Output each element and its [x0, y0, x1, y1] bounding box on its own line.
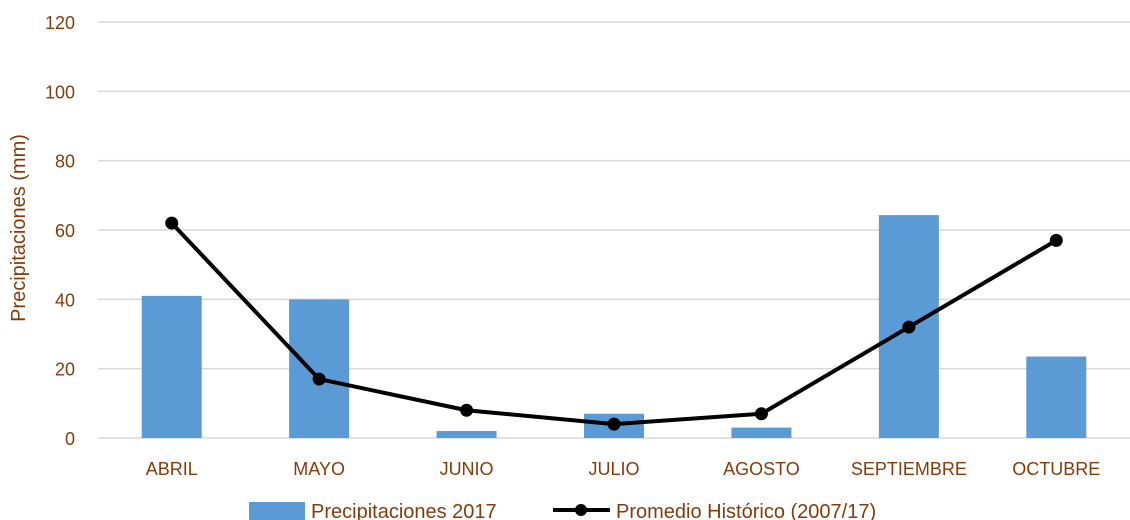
bar-agosto	[731, 427, 792, 438]
line-point-septiembre	[902, 320, 916, 334]
line-point-julio	[607, 417, 621, 431]
legend-swatch-precipitaciones-2017	[249, 502, 305, 520]
x-tick-label: JUNIO	[440, 459, 494, 479]
y-axis-tick-labels: 0 20 40 60 80 100 120	[45, 13, 75, 449]
x-tick-label: SEPTIEMBRE	[851, 459, 967, 479]
gridlines	[98, 21, 1130, 439]
line-series-promedio-historico	[165, 216, 1063, 431]
bar-series-precipitaciones-2017	[141, 215, 1087, 438]
bar-octubre	[1026, 356, 1087, 438]
y-tick-label: 80	[55, 152, 75, 172]
line-point-junio	[460, 403, 474, 417]
x-tick-label: JULIO	[588, 459, 639, 479]
x-tick-label: AGOSTO	[723, 459, 800, 479]
y-tick-label: 120	[45, 13, 75, 33]
y-tick-label: 60	[55, 221, 75, 241]
y-tick-label: 100	[45, 82, 75, 102]
line-point-abril	[165, 216, 179, 230]
y-axis-title: Precipitaciones (mm)	[8, 134, 30, 322]
x-tick-label: OCTUBRE	[1012, 459, 1100, 479]
legend-marker-promedio-historico	[575, 504, 587, 516]
line-point-octubre	[1049, 233, 1063, 247]
x-axis-tick-labels: ABRIL MAYO JUNIO JULIO AGOSTO SEPTIEMBRE OCTUB…	[146, 459, 1101, 479]
line-point-agosto	[754, 407, 768, 421]
y-tick-label: 40	[55, 290, 75, 310]
bar-mayo	[289, 299, 350, 438]
bar-abril	[141, 295, 202, 438]
y-tick-label: 0	[65, 429, 75, 449]
legend: Precipitaciones 2017 Promedio Histórico …	[249, 501, 876, 520]
x-tick-label: MAYO	[293, 459, 345, 479]
legend-label-promedio-historico: Promedio Histórico (2007/17)	[616, 501, 876, 520]
legend-label-precipitaciones-2017: Precipitaciones 2017	[311, 501, 497, 520]
x-tick-label: ABRIL	[146, 459, 198, 479]
bar-junio	[436, 431, 497, 438]
line-point-mayo	[312, 372, 326, 386]
y-tick-label: 20	[55, 360, 75, 380]
